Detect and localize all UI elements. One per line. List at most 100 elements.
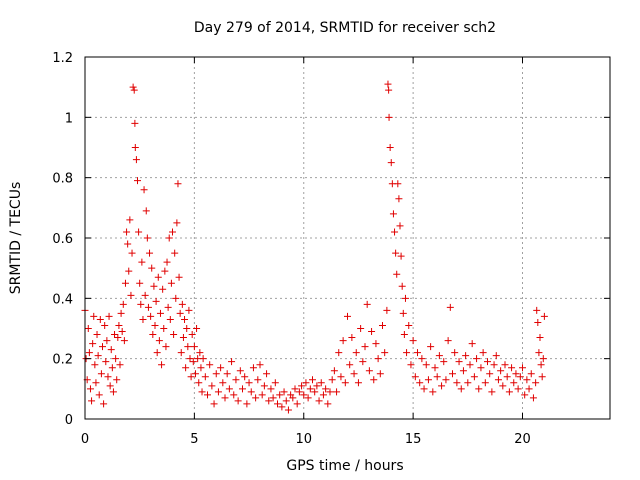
x-tick-labels: 0 5 10 15 20 [81,432,531,447]
data-point [490,361,498,369]
data-point [440,358,448,366]
data-point [212,370,220,378]
data-point [484,358,491,366]
data-point [486,370,494,378]
data-point [152,297,160,305]
y-tick-label: 0.2 [52,353,73,368]
data-point [446,303,454,311]
data-point [523,376,531,384]
chart-title: Day 279 of 2014, SRMTID for receiver sch… [194,20,496,36]
data-point [249,364,257,372]
data-point [114,334,122,342]
data-point [140,186,148,194]
data-point [143,234,151,242]
data-point [368,328,376,336]
data-point [466,361,474,369]
data-point [473,355,481,363]
data-point [175,273,183,281]
data-point [403,349,411,357]
data-point [136,279,144,287]
data-point [309,376,316,384]
data-point [210,400,218,408]
data-point [161,267,169,275]
data-point [435,352,443,360]
data-point [295,388,303,396]
data-point [525,385,533,393]
data-point [84,325,92,332]
data-point [284,406,292,414]
data-point [411,373,419,381]
data-point [139,315,147,323]
data-point [535,349,543,357]
data-point [228,358,236,366]
data-point [322,385,330,393]
data-point [399,309,407,317]
data-point [156,309,164,317]
data-point [197,364,205,372]
data-point [146,249,154,257]
data-point [138,258,146,266]
data-point [289,394,297,402]
data-point [179,334,187,342]
x-tick-label: 20 [514,432,531,447]
data-point [291,385,299,393]
data-point [191,370,199,378]
data-point [282,397,290,405]
data-point [127,291,135,299]
data-point [108,364,116,372]
data-point [488,388,496,396]
data-point [186,355,194,363]
data-point [126,216,134,224]
data-point [113,376,121,384]
data-point [256,361,264,369]
data-point [214,388,222,396]
data-point [429,388,437,396]
data-point [505,388,513,396]
data-point [444,337,452,345]
x-tick-label: 5 [190,432,198,447]
data-point [241,373,249,381]
data-point [158,361,166,369]
data-point [514,385,522,393]
data-point [298,382,306,390]
data-point [536,334,544,342]
data-point [172,294,180,302]
data-point [153,349,161,357]
data-point [374,355,382,363]
data-point [529,394,537,402]
data-point [177,349,185,357]
data-point [457,385,465,393]
data-point [538,373,546,381]
data-point [239,385,246,393]
data-point [387,159,395,167]
data-point [420,385,428,393]
data-point [453,379,461,387]
data-point [120,337,128,345]
data-point [254,376,262,384]
data-point [433,373,441,381]
data-point [330,367,338,375]
data-point [234,397,242,405]
data-point [409,337,417,345]
y-tick-label: 0 [65,413,73,428]
data-point [181,315,189,323]
data-point [300,391,308,399]
data-point [96,315,104,323]
data-point [169,228,176,236]
data-point [431,364,439,372]
data-point [170,331,178,339]
y-axis-label: SRMTID / TECUs [8,182,24,295]
data-point [424,376,432,384]
data-point [293,400,301,408]
data-point [333,388,341,396]
data-point [147,312,155,320]
data-point [245,379,253,387]
data-point [464,379,472,387]
data-point [208,382,216,390]
data-point [182,364,190,372]
data-point [99,343,106,351]
data-point [384,80,392,88]
data-point [438,382,446,390]
data-point [393,270,401,278]
